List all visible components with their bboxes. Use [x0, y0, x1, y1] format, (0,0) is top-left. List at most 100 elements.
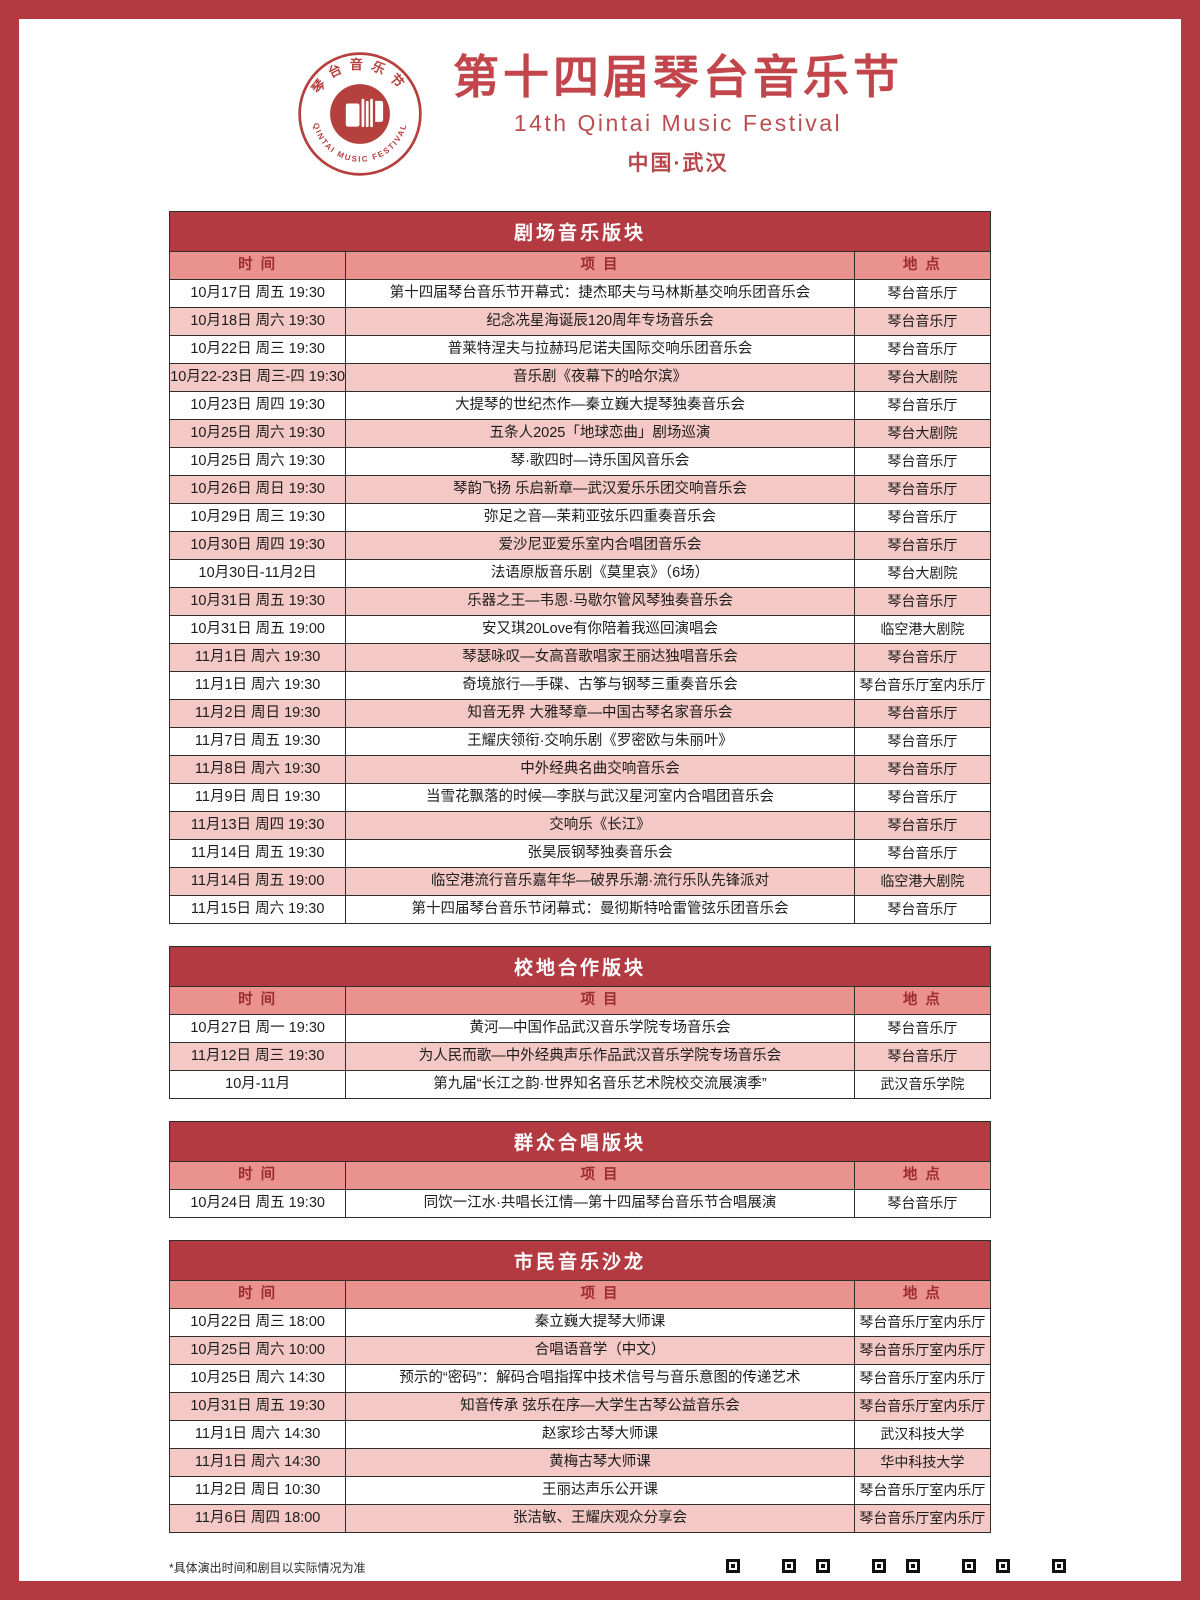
event-venue: 琴台音乐厅室内乐厅: [859, 677, 986, 694]
section-title: 剧场音乐版块: [170, 212, 990, 252]
column-header-time: 时 间: [170, 1162, 347, 1189]
event-title: 纪念冼星海诞辰120周年专场音乐会: [346, 308, 855, 335]
event-venue: 华中科技大学: [880, 1454, 965, 1471]
table-row: 11月2日 周日 19:30 知音无界 大雅琴章—中国古琴名家音乐会 琴台音乐厅: [170, 699, 990, 727]
event-title: 张洁敏、王耀庆观众分享会: [346, 1505, 855, 1532]
event-title: 奇境旅行—手碟、古筝与钢琴三重奏音乐会: [346, 672, 855, 699]
table-row: 10月30日-11月2日 法语原版音乐剧《莫里哀》（6场） 琴台大剧院: [170, 559, 990, 587]
poster-header: 琴台音乐节 QINTAI MUSIC FESTIVAL 第十四届琴台音乐节 14…: [19, 51, 1181, 177]
section-school-cooperation: 校地合作版块 时 间 项 目 地 点 10月27日 周一 19:30 黄河—中国作…: [169, 946, 991, 1099]
event-venue: 琴台音乐厅室内乐厅: [859, 1482, 986, 1499]
table-row: 11月13日 周四 19:30 交响乐《长江》 琴台音乐厅: [170, 811, 990, 839]
event-time: 10月22日 周三 19:30: [170, 336, 347, 363]
event-time: 11月15日 周六 19:30: [170, 896, 347, 923]
festival-logo: 琴台音乐节 QINTAI MUSIC FESTIVAL: [298, 52, 422, 176]
table-row: 11月8日 周六 19:30 中外经典名曲交响音乐会 琴台音乐厅: [170, 755, 990, 783]
event-title: 琴韵飞扬 乐启新章—武汉爱乐乐团交响音乐会: [346, 476, 855, 503]
title-block: 第十四届琴台音乐节 14th Qintai Music Festival 中国·…: [453, 51, 903, 177]
event-time: 11月12日 周三 19:30: [170, 1043, 347, 1070]
event-time: 10月25日 周六 19:30: [170, 420, 347, 447]
event-venue: 武汉音乐学院: [880, 1076, 965, 1093]
section-theater-music: 剧场音乐版块 时 间 项 目 地 点 10月17日 周五 19:30 第十四届琴台…: [169, 211, 991, 924]
event-venue: 琴台音乐厅室内乐厅: [859, 1398, 986, 1415]
event-title: 知音无界 大雅琴章—中国古琴名家音乐会: [346, 700, 855, 727]
event-venue: 琴台音乐厅: [887, 341, 958, 358]
table-row: 11月1日 周六 14:30 黄梅古琴大师课 华中科技大学: [170, 1448, 990, 1476]
event-time: 10月23日 周四 19:30: [170, 392, 347, 419]
event-venue: 琴台音乐厅: [887, 285, 958, 302]
column-header-row: 时 间 项 目 地 点: [170, 1162, 990, 1189]
festival-subtitle: 14th Qintai Music Festival: [513, 109, 843, 136]
event-time: 11月1日 周六 14:30: [170, 1421, 347, 1448]
table-row: 11月2日 周日 10:30 王丽达声乐公开课 琴台音乐厅室内乐厅: [170, 1476, 990, 1504]
column-header-item: 项 目: [346, 1281, 855, 1308]
event-venue: 琴台音乐厅: [887, 593, 958, 610]
event-venue: 武汉科技大学: [880, 1426, 965, 1443]
event-title: 知音传承 弦乐在序—大学生古琴公益音乐会: [346, 1393, 855, 1420]
event-title: 第十四届琴台音乐节开幕式：捷杰耶夫与马林斯基交响乐团音乐会: [346, 280, 855, 307]
qr-center-logo: [933, 1586, 949, 1600]
qr-code-item: 武汉市文化和旅游局 二维码: [723, 1557, 799, 1600]
event-time: 11月1日 周六 19:30: [170, 644, 347, 671]
event-title: 黄梅古琴大师课: [346, 1449, 855, 1476]
event-title: 张昊辰钢琴独奏音乐会: [346, 840, 855, 867]
section-citizen-music-salon: 市民音乐沙龙 时 间 项 目 地 点 10月22日 周三 18:00 秦立巍大提琴…: [169, 1240, 991, 1533]
qr-code-image: [814, 1557, 888, 1600]
column-header-item: 项 目: [346, 1162, 855, 1189]
event-title: 王丽达声乐公开课: [346, 1477, 855, 1504]
event-time: 11月1日 周六 14:30: [170, 1449, 347, 1476]
table-row: 10月17日 周五 19:30 第十四届琴台音乐节开幕式：捷杰耶夫与马林斯基交响乐…: [170, 279, 990, 307]
event-time: 11月6日 周四 18:00: [170, 1505, 347, 1532]
event-venue: 临空港大剧院: [880, 621, 965, 638]
event-venue: 琴台大剧院: [887, 369, 958, 386]
host-line: 主办:中共武汉市委 武汉市人民政府: [169, 1594, 709, 1600]
event-venue: 琴台音乐厅: [887, 1195, 958, 1212]
event-time: 11月1日 周六 19:30: [170, 672, 347, 699]
event-time: 10月24日 周五 19:30: [170, 1190, 347, 1217]
qr-center-logo: [843, 1586, 859, 1600]
event-venue: 琴台音乐厅室内乐厅: [859, 1342, 986, 1359]
event-title: 第九届“长江之韵·世界知名音乐艺术院校交流展演季”: [346, 1071, 855, 1098]
table-row: 11月14日 周五 19:00 临空港流行音乐嘉年华—破界乐潮·流行乐队先锋派对 临…: [170, 867, 990, 895]
event-title: 赵家珍古琴大师课: [346, 1421, 855, 1448]
table-row: 10月31日 周五 19:30 乐器之王—韦恩·马歇尔管风琴独奏音乐会 琴台音乐厅: [170, 587, 990, 615]
event-time: 10月30日-11月2日: [170, 560, 347, 587]
event-title: 法语原版音乐剧《莫里哀》（6场）: [346, 560, 855, 587]
event-venue: 琴台音乐厅: [887, 789, 958, 806]
qr-code-group: 武汉市文化和旅游局 二维码 琴台音乐厅 二维码 琴台大剧院 二维码 临空港大剧院…: [723, 1557, 1069, 1600]
event-venue: 琴台音乐厅: [887, 817, 958, 834]
table-row: 10月31日 周五 19:30 知音传承 弦乐在序—大学生古琴公益音乐会 琴台音乐厅…: [170, 1392, 990, 1420]
table-row: 11月15日 周六 19:30 第十四届琴台音乐节闭幕式：曼彻斯特哈雷管弦乐团音乐…: [170, 895, 990, 923]
event-time: 11月8日 周六 19:30: [170, 756, 347, 783]
event-time: 10月29日 周三 19:30: [170, 504, 347, 531]
section-title: 群众合唱版块: [170, 1122, 990, 1162]
event-time: 10月-11月: [170, 1071, 347, 1098]
event-title: 王耀庆领衔·交响乐剧《罗密欧与朱丽叶》: [346, 728, 855, 755]
event-title: 交响乐《长江》: [346, 812, 855, 839]
event-venue: 琴台音乐厅室内乐厅: [859, 1314, 986, 1331]
column-header-row: 时 间 项 目 地 点: [170, 987, 990, 1014]
qr-center-logo: [753, 1586, 769, 1600]
festival-location: 中国·武汉: [627, 151, 729, 175]
table-row: 11月1日 周六 19:30 琴瑟咏叹—女高音歌唱家王丽达独唱音乐会 琴台音乐厅: [170, 643, 990, 671]
column-header-time: 时 间: [170, 1281, 347, 1308]
table-row: 11月1日 周六 14:30 赵家珍古琴大师课 武汉科技大学: [170, 1420, 990, 1448]
poster-footer: *具体演出时间和剧目以实际情况为准 主办:中共武汉市委 武汉市人民政府 承办:中…: [169, 1557, 1069, 1600]
table-row: 10月25日 周六 19:30 琴·歌四时—诗乐国风音乐会 琴台音乐厅: [170, 447, 990, 475]
event-venue: 琴台音乐厅: [887, 761, 958, 778]
table-row: 11月14日 周五 19:30 张昊辰钢琴独奏音乐会 琴台音乐厅: [170, 839, 990, 867]
section-title: 市民音乐沙龙: [170, 1241, 990, 1281]
event-time: 10月22-23日 周三-四 19:30: [170, 364, 347, 391]
event-time: 10月31日 周五 19:30: [170, 588, 347, 615]
qr-code-item: 琴台音乐厅 二维码: [813, 1557, 889, 1600]
event-title: 琴瑟咏叹—女高音歌唱家王丽达独唱音乐会: [346, 644, 855, 671]
table-row: 10月22日 周三 18:00 秦立巍大提琴大师课 琴台音乐厅室内乐厅: [170, 1308, 990, 1336]
event-venue: 琴台音乐厅: [887, 1020, 958, 1037]
column-header-row: 时 间 项 目 地 点: [170, 252, 990, 279]
table-row: 10月25日 周六 19:30 五条人2025「地球恋曲」剧场巡演 琴台大剧院: [170, 419, 990, 447]
column-header-time: 时 间: [170, 987, 347, 1014]
event-title: 为人民而歌—中外经典声乐作品武汉音乐学院专场音乐会: [346, 1043, 855, 1070]
event-venue: 琴台音乐厅室内乐厅: [859, 1370, 986, 1387]
table-row: 10月29日 周三 19:30 弥足之音—茉莉亚弦乐四重奏音乐会 琴台音乐厅: [170, 503, 990, 531]
table-row: 10月25日 周六 10:00 合唱语音学（中文） 琴台音乐厅室内乐厅: [170, 1336, 990, 1364]
